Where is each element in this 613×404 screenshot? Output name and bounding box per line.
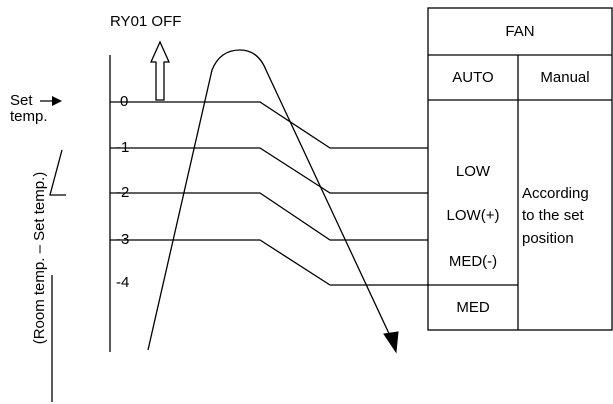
auto-cell: LOW <box>456 163 491 180</box>
auto-cell: LOW(+) <box>447 207 500 224</box>
step-line <box>110 239 428 286</box>
step-line <box>110 147 428 194</box>
table-header: FAN <box>505 23 534 40</box>
step-line <box>110 192 428 241</box>
curve <box>147 49 393 351</box>
level: -4 <box>116 274 129 291</box>
fan-table <box>427 7 613 331</box>
off-arrow <box>149 40 171 101</box>
curve-arrowhead <box>383 331 399 354</box>
manual-text: According <box>522 185 589 202</box>
manual-text: to the set <box>522 207 585 224</box>
set-temp: Set <box>10 92 33 109</box>
manual-text: position <box>522 230 574 247</box>
auto-cell: MED(-) <box>449 253 497 270</box>
set-temp: temp. <box>10 108 48 125</box>
wedge <box>49 149 66 196</box>
column-header: AUTO <box>452 69 493 86</box>
axis-label: (Room temp. – Set temp.) <box>31 172 48 345</box>
relay-label: RY01 OFF <box>110 13 181 30</box>
column-header: Manual <box>540 69 589 86</box>
auto-cell: MED <box>456 299 490 316</box>
step-line <box>110 101 428 149</box>
set-arrowhead <box>52 96 62 106</box>
